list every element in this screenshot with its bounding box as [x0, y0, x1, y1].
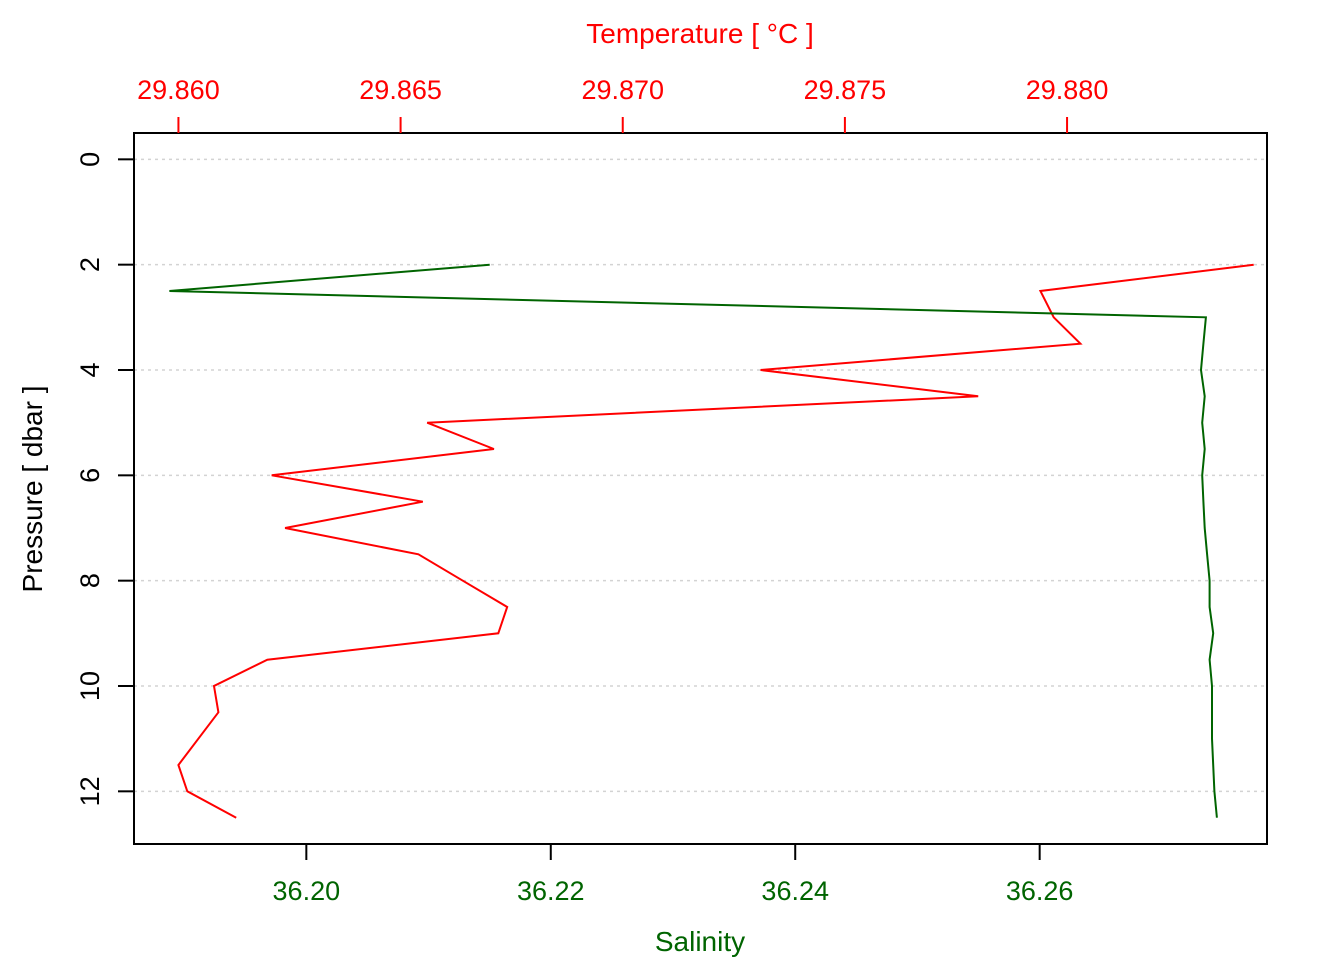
- temperature-series: [177, 263, 1254, 819]
- salinity-line: [169, 263, 1218, 818]
- plot-frame: [133, 132, 1268, 845]
- bottom-axis-tick-label: 36.22: [517, 876, 585, 906]
- bottom-axis-tick-label: 36.20: [273, 876, 341, 906]
- left-axis-tick-label: 8: [75, 573, 105, 588]
- top-axis-tick-label: 29.880: [1026, 75, 1109, 105]
- top-axis-title: Temperature [ °C ]: [586, 18, 814, 49]
- left-axis-tick-label: 2: [75, 257, 105, 272]
- gridlines: [134, 158, 1267, 793]
- left-axis-tick-label: 6: [75, 468, 105, 483]
- bottom-axis-tick-label: 36.24: [761, 876, 829, 906]
- bottom-axis-title: Salinity: [655, 926, 745, 957]
- top-axis: 29.860 29.865 29.870 29.875 29.880: [137, 75, 1108, 133]
- left-axis-tick-label: 0: [75, 152, 105, 167]
- left-axis-tick-label: 12: [75, 776, 105, 806]
- left-axis: 0 2 4 6 8 10 12: [75, 152, 134, 806]
- top-axis-tick-label: 29.865: [359, 75, 442, 105]
- salinity-series: [169, 263, 1218, 818]
- top-axis-tick-label: 29.860: [137, 75, 220, 105]
- bottom-axis: 36.20 36.22 36.24 36.26: [273, 844, 1074, 906]
- left-axis-title: Pressure [ dbar ]: [17, 386, 48, 593]
- temperature-line: [177, 263, 1254, 819]
- left-axis-tick-label: 4: [75, 362, 105, 377]
- top-axis-tick-label: 29.870: [581, 75, 664, 105]
- bottom-axis-tick-label: 36.26: [1006, 876, 1074, 906]
- top-axis-tick-label: 29.875: [804, 75, 887, 105]
- left-axis-tick-label: 10: [75, 671, 105, 701]
